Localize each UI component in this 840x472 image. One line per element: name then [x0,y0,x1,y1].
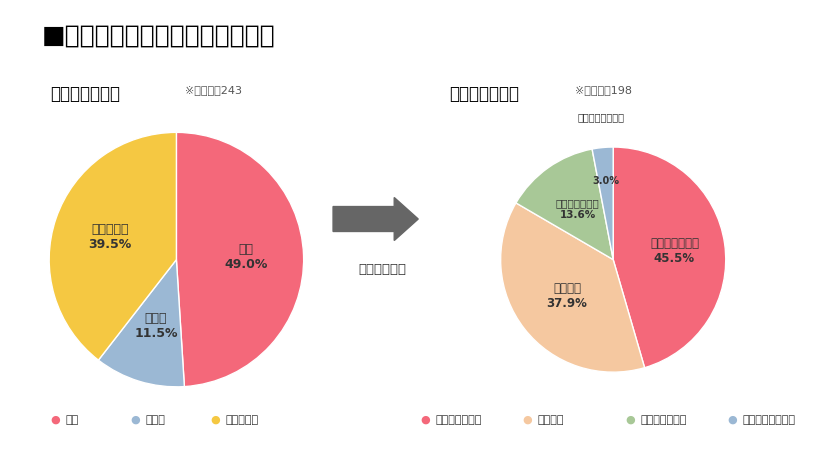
Text: ●: ● [130,415,140,425]
Text: そう思う
37.9%: そう思う 37.9% [547,282,587,310]
Text: とてもそう思う: とてもそう思う [435,415,481,425]
Wedge shape [613,147,726,368]
Text: ※回答数：243: ※回答数：243 [185,85,242,95]
Wedge shape [98,260,185,387]
FancyArrow shape [333,197,418,241]
Text: はい
49.0%: はい 49.0% [224,244,268,271]
Text: ●: ● [50,415,60,425]
Text: まったく思わない: まったく思わない [577,112,624,122]
Text: あまり思わない
13.6%: あまり思わない 13.6% [555,198,599,220]
Text: ■子どもを持ちたい？育てたい？: ■子どもを持ちたい？育てたい？ [42,24,276,48]
Text: あまり思わない: あまり思わない [640,415,686,425]
Text: 実施後の変化: 実施後の変化 [358,263,407,277]
Text: 分からない
39.5%: 分からない 39.5% [88,223,132,251]
Text: いいえ: いいえ [145,415,165,425]
Text: 事後アンケート: 事後アンケート [449,85,519,103]
Text: ●: ● [625,415,635,425]
Wedge shape [50,132,176,360]
Text: いいえ
11.5%: いいえ 11.5% [134,312,177,340]
Text: 3.0%: 3.0% [592,176,619,186]
Wedge shape [516,149,613,260]
Text: そう思う: そう思う [538,415,564,425]
Text: ●: ● [522,415,533,425]
Text: ●: ● [420,415,430,425]
Text: ●: ● [727,415,738,425]
Wedge shape [592,147,613,260]
Text: ※回答数：198: ※回答数：198 [575,85,633,95]
Text: ●: ● [210,415,220,425]
Text: はい: はい [66,415,79,425]
Wedge shape [176,132,303,387]
Text: まったく思わない: まったく思わない [743,415,795,425]
Text: とてもそう思う
45.5%: とてもそう思う 45.5% [650,237,699,265]
Wedge shape [501,203,644,372]
Text: 分からない: 分からない [225,415,258,425]
Text: 事前アンケート: 事前アンケート [50,85,120,103]
